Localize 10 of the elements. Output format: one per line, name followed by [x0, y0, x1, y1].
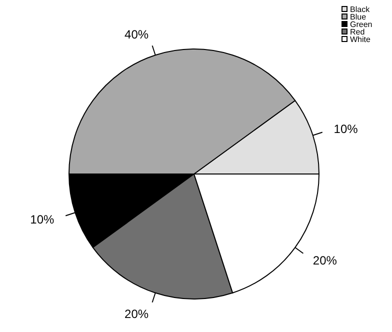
- legend-label: Blue: [350, 12, 367, 22]
- legend-label: White: [350, 34, 371, 44]
- data-label: 40%: [124, 27, 149, 42]
- data-label: 20%: [312, 254, 338, 268]
- data-label: 10%: [334, 122, 358, 136]
- data-label: 10%: [30, 212, 55, 227]
- legend-label: Black: [350, 4, 371, 14]
- legend-label: Red: [350, 27, 365, 36]
- data-label: 20%: [124, 307, 149, 322]
- legend-label: Green: [350, 20, 372, 29]
